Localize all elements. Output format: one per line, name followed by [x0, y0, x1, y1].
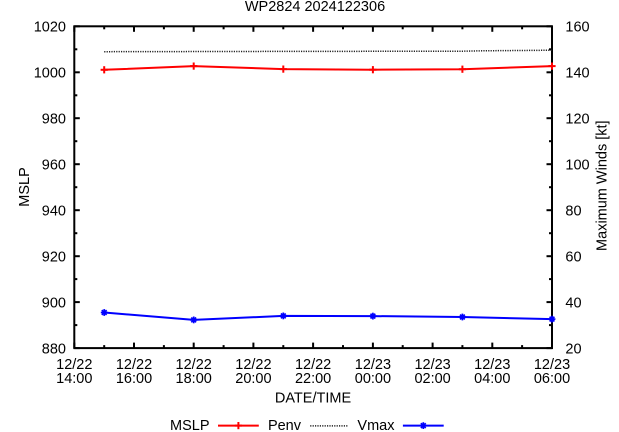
svg-text:MSLP: MSLP: [17, 167, 33, 207]
svg-text:20: 20: [565, 342, 581, 358]
svg-text:12/23: 12/23: [534, 357, 570, 373]
svg-text:880: 880: [42, 342, 66, 358]
svg-text:140: 140: [565, 66, 589, 82]
svg-text:WP2824 2024122306: WP2824 2024122306: [245, 0, 385, 15]
svg-text:12/23: 12/23: [414, 357, 450, 373]
svg-text:12/22: 12/22: [116, 357, 152, 373]
svg-text:920: 920: [42, 250, 66, 266]
svg-text:80: 80: [565, 204, 581, 220]
svg-text:14:00: 14:00: [56, 371, 92, 387]
svg-text:18:00: 18:00: [176, 371, 212, 387]
svg-text:1000: 1000: [34, 66, 66, 82]
svg-text:1020: 1020: [34, 20, 66, 36]
svg-text:960: 960: [42, 158, 66, 174]
svg-text:12/23: 12/23: [355, 357, 391, 373]
svg-text:12/22: 12/22: [235, 357, 271, 373]
svg-text:DATE/TIME: DATE/TIME: [275, 391, 352, 407]
svg-text:12/22: 12/22: [295, 357, 331, 373]
svg-text:02:00: 02:00: [414, 371, 450, 387]
svg-text:12/23: 12/23: [474, 357, 510, 373]
svg-text:22:00: 22:00: [295, 371, 331, 387]
svg-text:160: 160: [565, 20, 589, 36]
svg-text:MSLP: MSLP: [170, 418, 210, 432]
svg-text:980: 980: [42, 112, 66, 128]
svg-text:12/22: 12/22: [56, 357, 92, 373]
svg-text:20:00: 20:00: [235, 371, 271, 387]
svg-text:40: 40: [565, 296, 581, 312]
svg-text:16:00: 16:00: [116, 371, 152, 387]
svg-text:12/22: 12/22: [176, 357, 212, 373]
svg-text:900: 900: [42, 296, 66, 312]
svg-text:04:00: 04:00: [474, 371, 510, 387]
svg-text:Vmax: Vmax: [357, 418, 395, 432]
svg-text:120: 120: [565, 112, 589, 128]
svg-text:60: 60: [565, 250, 581, 266]
svg-text:06:00: 06:00: [534, 371, 570, 387]
svg-text:Maximum Winds [kt]: Maximum Winds [kt]: [595, 120, 611, 251]
svg-text:940: 940: [42, 204, 66, 220]
svg-text:100: 100: [565, 158, 589, 174]
svg-text:Penv: Penv: [268, 418, 302, 432]
svg-text:00:00: 00:00: [355, 371, 391, 387]
